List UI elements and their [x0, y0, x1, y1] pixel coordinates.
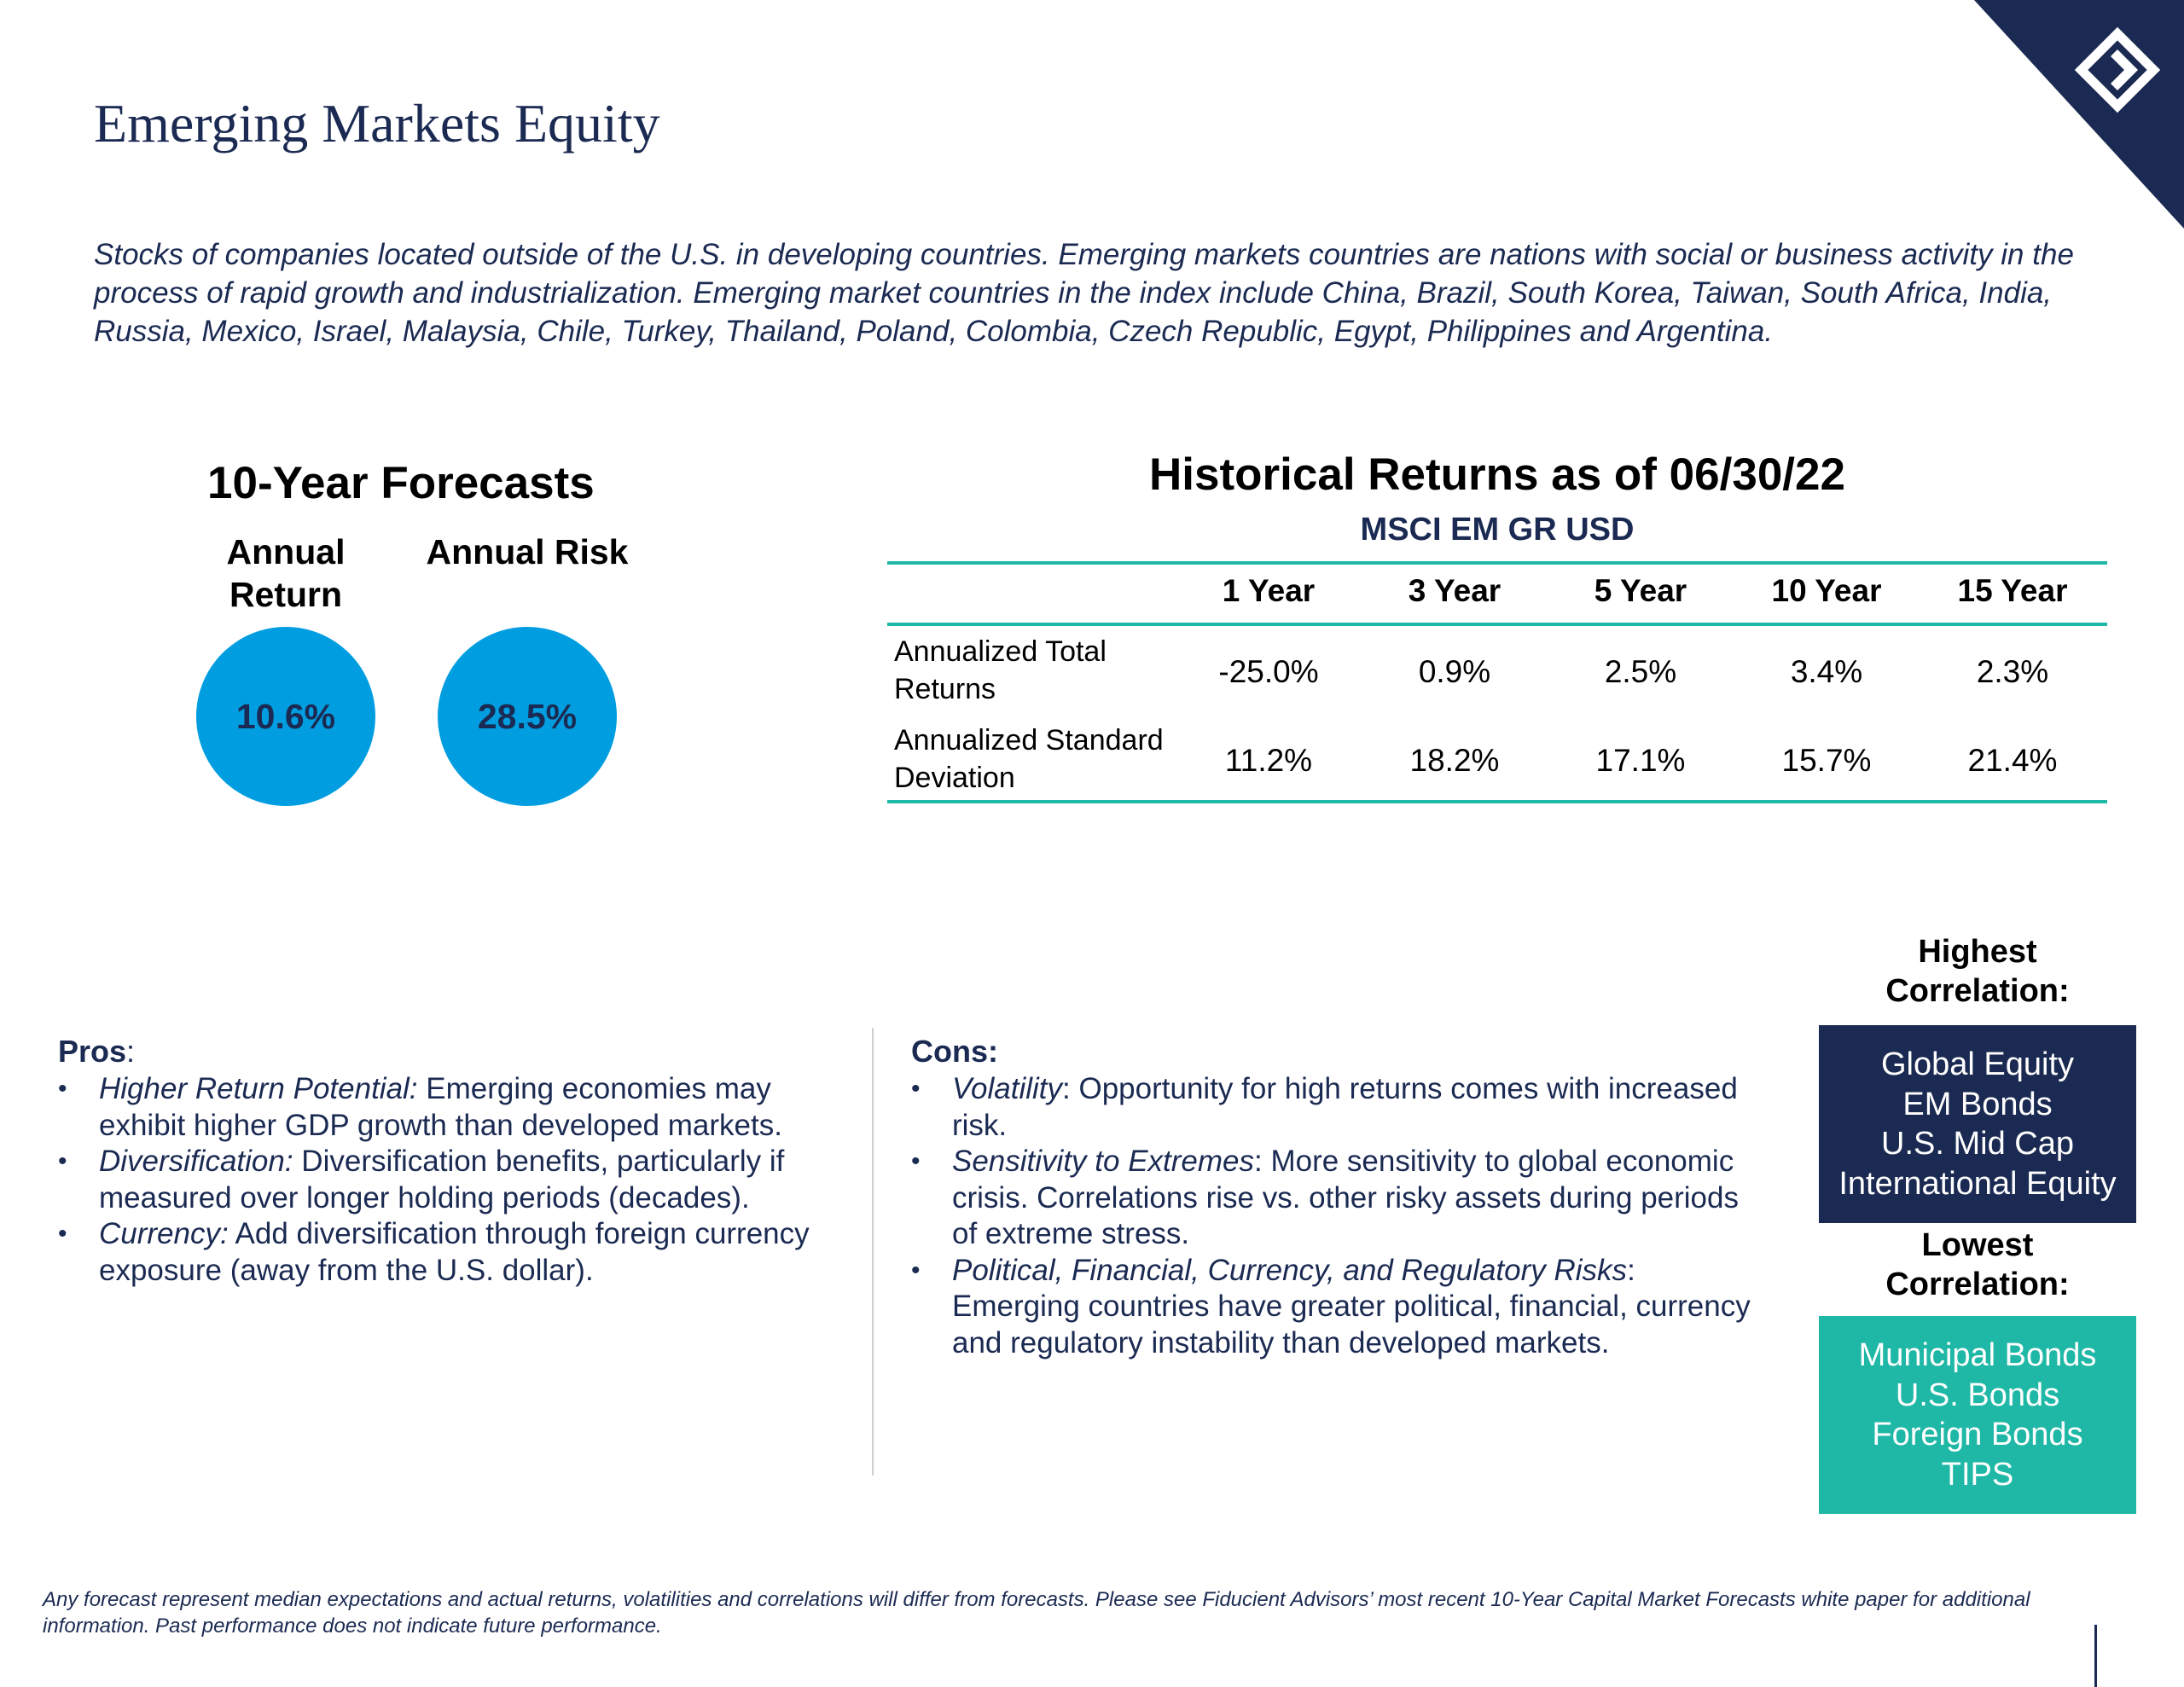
list-item: Higher Return Potential: Emerging econom…: [58, 1071, 843, 1144]
corner-logo-icon: [1974, 0, 2184, 229]
list-item: Political, Financial, Currency, and Regu…: [911, 1253, 1764, 1362]
table-header-rule: [887, 623, 2107, 626]
cons-list: Volatility: Opportunity for high returns…: [911, 1071, 1764, 1361]
table-cell: 2.3%: [1976, 654, 2049, 689]
lowest-correlation-box: Municipal Bonds U.S. Bonds Foreign Bonds…: [1819, 1316, 2136, 1514]
page-title: Emerging Markets Equity: [94, 93, 660, 154]
pros-heading: Pros:: [58, 1034, 136, 1069]
list-item: Sensitivity to Extremes: More sensitivit…: [911, 1144, 1764, 1253]
correlation-item: Foreign Bonds: [1872, 1417, 2083, 1452]
table-cell: 15.7%: [1781, 743, 1872, 778]
lowest-correlation-label: Lowest Correlation:: [1885, 1227, 2070, 1302]
list-item: Volatility: Opportunity for high returns…: [911, 1071, 1764, 1144]
table-cell: 17.1%: [1595, 743, 1686, 778]
row-label-standard-deviation: Annualized Standard Deviation: [894, 724, 1164, 794]
list-item: Diversification: Diversification benefit…: [58, 1144, 843, 1216]
correlation-item: U.S. Bonds: [1895, 1377, 2060, 1413]
annual-return-value: 10.6%: [235, 696, 336, 736]
list-item: Currency: Add diversification through fo…: [58, 1216, 843, 1289]
column-header: 1 Year: [1222, 573, 1316, 608]
annual-return-label: Annual Return: [226, 532, 346, 614]
row-label-total-returns: Annualized Total Returns: [894, 635, 1107, 705]
correlation-item: U.S. Mid Cap: [1881, 1126, 2074, 1162]
cons-section: Cons: Volatility: Opportunity for high r…: [911, 1034, 1764, 1361]
column-header: 15 Year: [1957, 573, 2068, 608]
table-cell: 11.2%: [1224, 743, 1313, 778]
pros-section: Pros: Higher Return Potential: Emerging …: [58, 1034, 843, 1289]
table-top-rule: [887, 561, 2107, 565]
table-cell: -25.0%: [1218, 654, 1319, 689]
correlation-item: TIPS: [1941, 1456, 2014, 1493]
correlation-item: EM Bonds: [1902, 1086, 2053, 1122]
table-bottom-rule: [887, 800, 2107, 803]
table-cell: 21.4%: [1967, 743, 2058, 778]
annual-risk-label: Annual Risk: [426, 532, 629, 571]
annual-risk-value: 28.5%: [477, 696, 578, 736]
table-cell: 18.2%: [1409, 743, 1500, 778]
table-cell: 2.5%: [1604, 654, 1677, 689]
column-header: 3 Year: [1408, 573, 1502, 608]
table-cell: 0.9%: [1418, 654, 1491, 689]
historical-returns-title: Historical Returns as of 06/30/22: [1149, 449, 1845, 500]
table-cell: 3.4%: [1790, 654, 1863, 689]
correlation-item: International Equity: [1838, 1165, 2117, 1202]
correlation-item: Global Equity: [1880, 1046, 2074, 1082]
index-name: MSCI EM GR USD: [1360, 512, 1635, 548]
column-divider: [872, 1028, 874, 1475]
annual-risk-circle: 28.5%: [438, 627, 617, 806]
pros-list: Higher Return Potential: Emerging econom…: [58, 1071, 843, 1289]
annual-return-circle: 10.6%: [196, 627, 375, 806]
forecasts-title: 10-Year Forecasts: [207, 458, 595, 508]
column-header: 10 Year: [1771, 573, 1882, 608]
highest-correlation-box: Global Equity EM Bonds U.S. Mid Cap Inte…: [1819, 1025, 2136, 1223]
footnote: Any forecast represent median expectatio…: [43, 1588, 2030, 1638]
page-marker: [2094, 1625, 2097, 1687]
cons-heading: Cons:: [911, 1034, 998, 1069]
highest-correlation-label: Highest Correlation:: [1885, 934, 2070, 1009]
column-header: 5 Year: [1594, 573, 1687, 608]
correlation-item: Municipal Bonds: [1858, 1337, 2097, 1373]
asset-description: Stocks of companies located outside of t…: [94, 238, 2074, 348]
